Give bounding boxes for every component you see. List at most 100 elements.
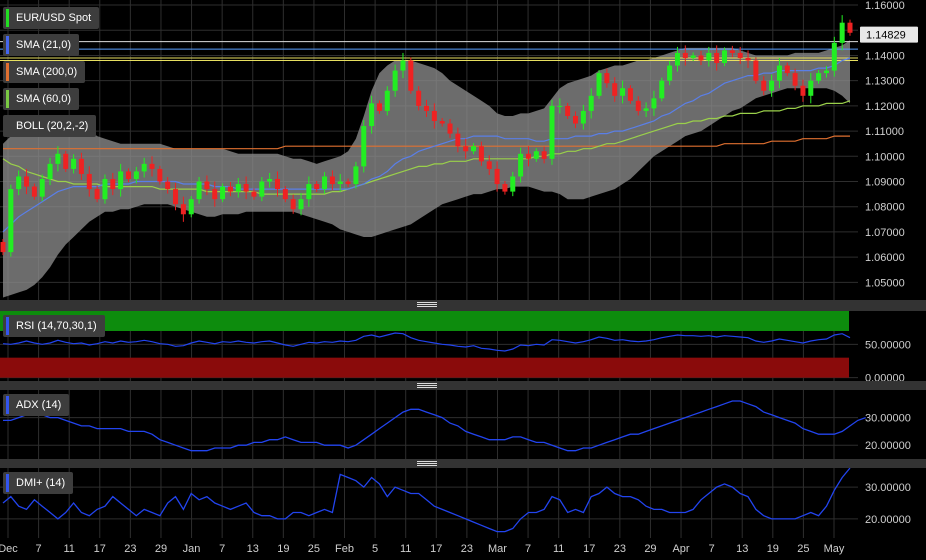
legend-sma21-swatch [6,36,9,54]
candle-body-66 [518,153,524,177]
x-tick-label-0: Dec [0,543,18,555]
y-tick-label-main-6: 1.11000 [865,126,904,138]
x-tick-label-17: 7 [525,543,531,555]
last-price-box [860,26,918,43]
candle-body-76 [596,73,602,96]
x-tick-label-12: 5 [372,543,378,555]
y-tick-label-dmi-1: 30.00000 [865,482,911,494]
candle-body-40 [314,184,320,190]
legend-adx-label: ADX (14) [16,399,62,411]
legend-sma200-swatch [6,63,9,81]
legend-dmi-swatch [6,474,9,492]
dmi-plus-line [2,467,851,533]
x-tick-label-4: 23 [124,543,136,555]
sma200-line [3,135,850,150]
last-price-label: 1.14829 [866,30,906,42]
candles-layer [0,15,853,257]
candle-body-67 [525,153,531,159]
rsi-overbought-zone [0,311,849,331]
candle-body-89 [698,55,704,61]
legend-rsi[interactable]: RSI (14,70,30,1) [3,315,105,337]
candle-body-85 [667,65,673,81]
candle-body-61 [478,146,484,162]
divider-layer[interactable] [0,300,926,468]
candle-body-46 [361,126,367,167]
legend-adx-swatch [6,396,9,414]
candle-body-23 [180,204,186,215]
candle-body-47 [369,103,375,127]
sma60-line [2,100,851,195]
legend-sma-200[interactable]: SMA (200,0) [3,61,86,83]
rsi-oversold-zone [0,357,849,378]
candle-body-97 [761,80,767,91]
rsi-line [2,332,851,352]
candle-body-33 [259,181,265,197]
candle-body-92 [722,50,728,64]
candle-body-78 [612,83,618,96]
x-tick-label-15: 23 [461,543,473,555]
y-tick-label-main-2: 1.07000 [865,227,905,239]
candle-body-68 [533,151,539,159]
candle-body-7 [55,153,61,164]
candle-body-94 [737,52,743,58]
candle-body-80 [627,88,633,101]
x-tick-label-21: 29 [644,543,656,555]
candle-body-44 [345,181,351,185]
x-tick-label-23: 7 [709,543,715,555]
candle-body-3 [24,176,30,187]
legend-sma-21[interactable]: SMA (21,0) [3,34,80,56]
y-tick-label-main-8: 1.13000 [865,76,905,88]
legend-adx[interactable]: ADX (14) [3,394,70,416]
legend-sma200-label: SMA (200,0) [16,66,78,78]
legend-sma-60[interactable]: SMA (60,0) [3,88,80,110]
candle-body-90 [706,52,712,61]
x-tick-label-24: 13 [736,543,748,555]
candle-body-42 [329,176,335,185]
x-tick-label-1: 7 [36,543,42,555]
y-tick-label-main-1: 1.06000 [865,252,905,264]
y-tick-label-main-3: 1.08000 [865,202,905,214]
candle-body-102 [800,85,806,96]
x-tick-label-14: 17 [430,543,442,555]
candle-body-69 [541,151,547,159]
candle-body-41 [322,176,328,190]
candle-body-93 [729,50,735,53]
candle-body-37 [290,199,296,210]
candle-body-95 [745,57,751,61]
candle-body-2 [16,176,22,190]
pane-divider-adx[interactable] [0,381,926,390]
y-tick-label-adx-1: 30.00000 [865,413,911,425]
candle-body-8 [63,153,69,169]
pane-divider-dmi[interactable] [0,459,926,468]
legend-eurusd-spot[interactable]: EUR/USD Spot [3,7,100,29]
candle-body-26 [204,181,210,190]
candle-body-81 [635,100,641,111]
candle-body-108 [847,22,853,33]
y-tick-label-dmi-0: 20.00000 [865,514,911,526]
candle-body-71 [557,105,563,107]
candle-body-22 [173,189,179,205]
candle-body-54 [424,105,429,111]
y-tick-label-main-9: 1.14000 [865,50,905,62]
candle-body-43 [337,181,343,185]
x-tick-label-6: Jan [183,543,201,555]
legend-bollinger-swatch [6,117,9,135]
x-tick-label-3: 17 [94,543,106,555]
pane-divider-rsi[interactable] [0,300,926,311]
candle-body-107 [839,22,845,43]
candle-body-32 [251,191,257,197]
candle-body-18 [141,163,147,172]
legend-dmi-plus[interactable]: DMI+ (14) [3,472,74,494]
candle-body-100 [784,65,790,74]
legend-eurusd-swatch [6,9,9,27]
candle-body-82 [643,108,649,111]
legend-bollinger[interactable]: BOLL (20,2,-2) [3,115,97,137]
candle-body-65 [510,176,516,192]
x-tick-label-7: 7 [219,543,225,555]
candle-body-36 [282,189,288,200]
candle-body-49 [384,90,390,111]
candle-body-88 [690,55,696,58]
candle-body-62 [486,161,492,169]
candle-body-86 [674,52,680,66]
